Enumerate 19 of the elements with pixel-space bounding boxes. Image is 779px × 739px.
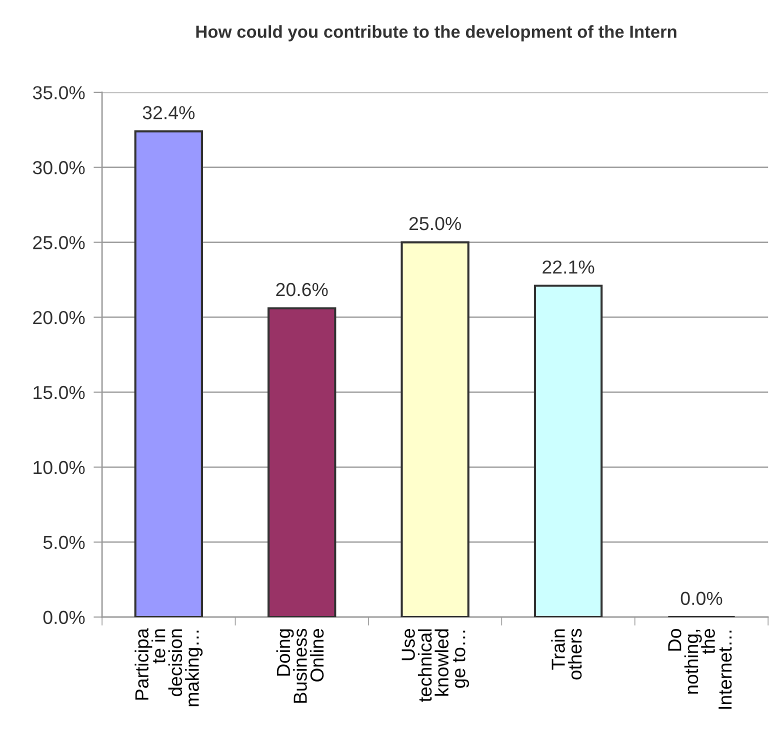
y-tick-label: 5.0% <box>43 536 85 550</box>
x-tick-label: Do nothing, the Internet… <box>668 628 732 709</box>
data-label: 20.6% <box>276 282 328 296</box>
y-tick-label: 35.0% <box>32 86 85 100</box>
y-tick-label: 30.0% <box>32 161 85 174</box>
data-label: 0.0% <box>680 592 722 606</box>
y-tick-label: 0.0% <box>43 610 85 624</box>
y-tick-label: 20.0% <box>33 310 85 324</box>
chart-title: How could you contribute to the development of the Intern <box>196 25 676 42</box>
x-tick-label: Doing Business Online <box>276 628 324 703</box>
data-label: 25.0% <box>409 216 461 230</box>
y-tick-label: 10.0% <box>34 460 85 474</box>
x-tick-label: Train others <box>551 628 582 680</box>
x-tick-label: Participa te in decision making… <box>134 628 203 706</box>
x-tick-label: Use technical knowled ge to… <box>402 629 470 702</box>
data-label: 22.1% <box>542 260 594 274</box>
y-tick-label: 15.0% <box>34 386 85 400</box>
data-label: 32.4% <box>142 106 195 120</box>
y-tick-label: 25.0% <box>33 236 85 250</box>
